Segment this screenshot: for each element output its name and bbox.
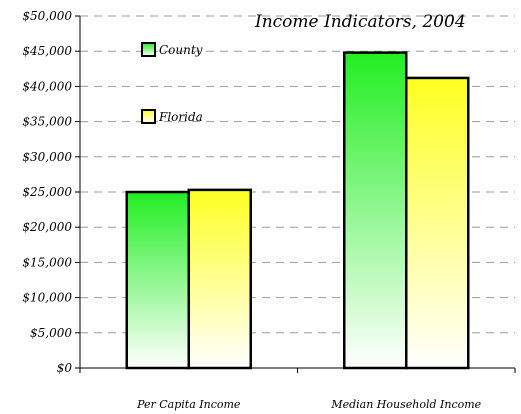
legend-swatch-county: [141, 42, 156, 57]
bars: [125, 51, 470, 370]
bar-county-0: [125, 190, 190, 370]
y-tick-label: $5,000: [30, 326, 72, 340]
y-tick-label: $20,000: [22, 220, 72, 234]
legend-swatch-florida: [141, 109, 156, 124]
bar-county-1: [343, 51, 408, 370]
y-tick-label: $30,000: [22, 150, 72, 164]
y-tick-label: $10,000: [22, 291, 72, 305]
bar-florida-1: [405, 76, 470, 370]
bar-florida-0: [187, 188, 252, 370]
legend-label-county: County: [159, 43, 203, 57]
y-tick-label: $50,000: [22, 9, 72, 23]
y-tick-label: $35,000: [22, 115, 72, 129]
legend: County Florida: [141, 42, 203, 124]
chart-title: Income Indicators, 2004: [254, 12, 466, 32]
y-tick-label: $40,000: [22, 79, 72, 93]
x-category-label: Per Capita Income: [136, 398, 241, 411]
y-tick-label: $15,000: [22, 255, 72, 269]
x-category-label: Median Household Income: [330, 398, 481, 411]
y-tick-label: $0: [57, 361, 73, 375]
y-tick-label: $25,000: [22, 185, 72, 199]
legend-label-florida: Florida: [158, 110, 203, 124]
y-tick-label: $45,000: [22, 44, 72, 58]
tick-labels: $0 $5,000 $10,000 $15,000 $20,000 $25,000 $30,…: [22, 9, 481, 411]
